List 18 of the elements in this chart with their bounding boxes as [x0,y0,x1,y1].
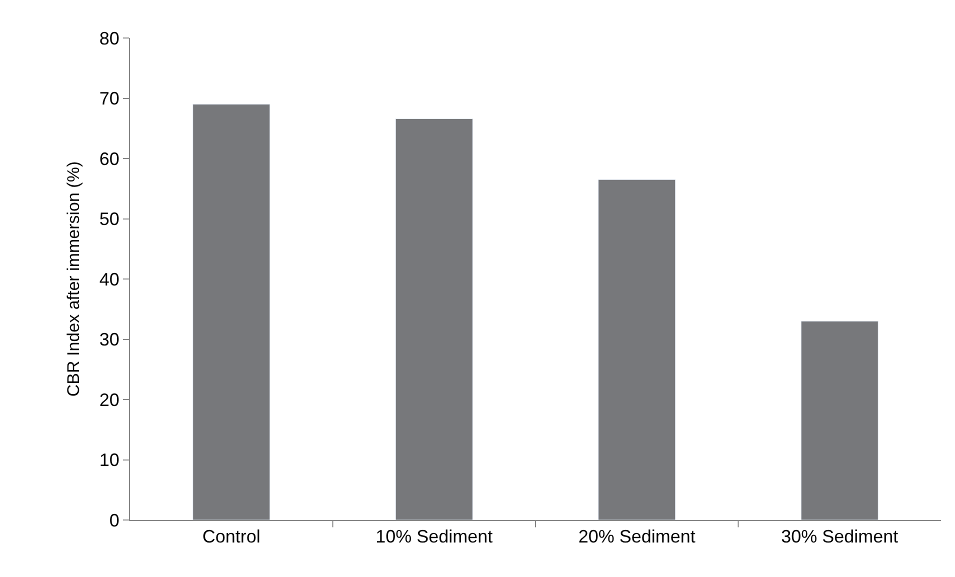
bar [395,118,473,520]
y-tick-label: 0 [109,510,120,530]
y-axis-title: CBR Index after immersion (%) [64,161,83,397]
x-tick-label: Control [202,526,260,547]
x-tick-label: 30% Sediment [781,526,898,547]
y-tick-label: 70 [99,88,120,109]
y-tick-label: 30 [99,330,120,350]
y-tick-label: 50 [99,209,120,230]
y-tick-label: 20 [99,390,120,410]
bar [192,104,270,520]
y-tick-label: 80 [99,28,120,48]
bar [800,320,878,520]
y-tick-label: 60 [99,148,120,169]
x-tick-label: 10% Sediment [376,526,493,547]
y-tick-label: 40 [99,269,120,290]
y-tick-label: 10 [99,450,120,470]
x-tick-label: 20% Sediment [578,526,696,547]
bar [598,179,676,520]
